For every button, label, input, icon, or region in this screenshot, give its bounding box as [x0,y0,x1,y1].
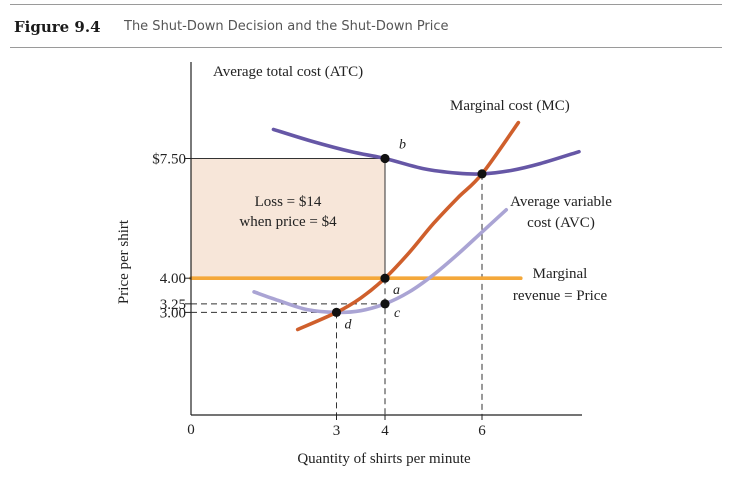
loss-label-line1: Loss = $14 [255,194,322,210]
mc-curve-label: Marginal cost (MC) [450,98,570,114]
x-tick-label: 6 [478,423,486,439]
y-tick-label: $7.50 [152,152,186,168]
y-tick-label: 4.00 [160,271,186,287]
x-tick-label: 3 [333,423,341,439]
ticks: 3.003.25 4.00 $7.50 3 4 6 [152,152,486,440]
mr-curve-label-line1: Marginal [533,266,588,282]
point-label-c: c [394,306,401,321]
point-b [380,153,390,164]
loss-area [191,158,385,279]
atc-curve [271,127,581,176]
figure-header: Figure 9.4 The Shut-Down Decision and th… [10,4,722,48]
point-c [380,299,390,309]
point-label-a: a [393,283,400,298]
y-tick-label: 3.00 [160,305,186,321]
point-label-b: b [399,138,406,153]
mc-curve [295,120,521,332]
origin-label: 0 [187,422,195,438]
x-tick-label: 4 [381,423,389,439]
y-tick-label: 3.25 [160,297,186,313]
x-axis-label: Quantity of shirts per minute [297,451,471,467]
figure-title: The Shut-Down Decision and the Shut-Down… [124,19,449,34]
point-a [380,273,390,283]
point-atc-min [477,169,487,179]
y-axis-label: Price per shirt [116,219,132,304]
loss-label-line2: when price = $4 [239,214,337,230]
figure-number: Figure 9.4 [14,18,101,36]
point-d [331,307,342,317]
point-label-d: d [345,317,353,332]
avc-curve-label-line2: cost (AVC) [527,215,595,231]
atc-curve-label: Average total cost (ATC) [213,64,363,80]
avc-curve-label-line1: Average variable [510,194,612,210]
guide-lines [191,158,483,415]
mr-curve-label-line2: revenue = Price [513,288,608,304]
points: b ac d [331,138,487,332]
